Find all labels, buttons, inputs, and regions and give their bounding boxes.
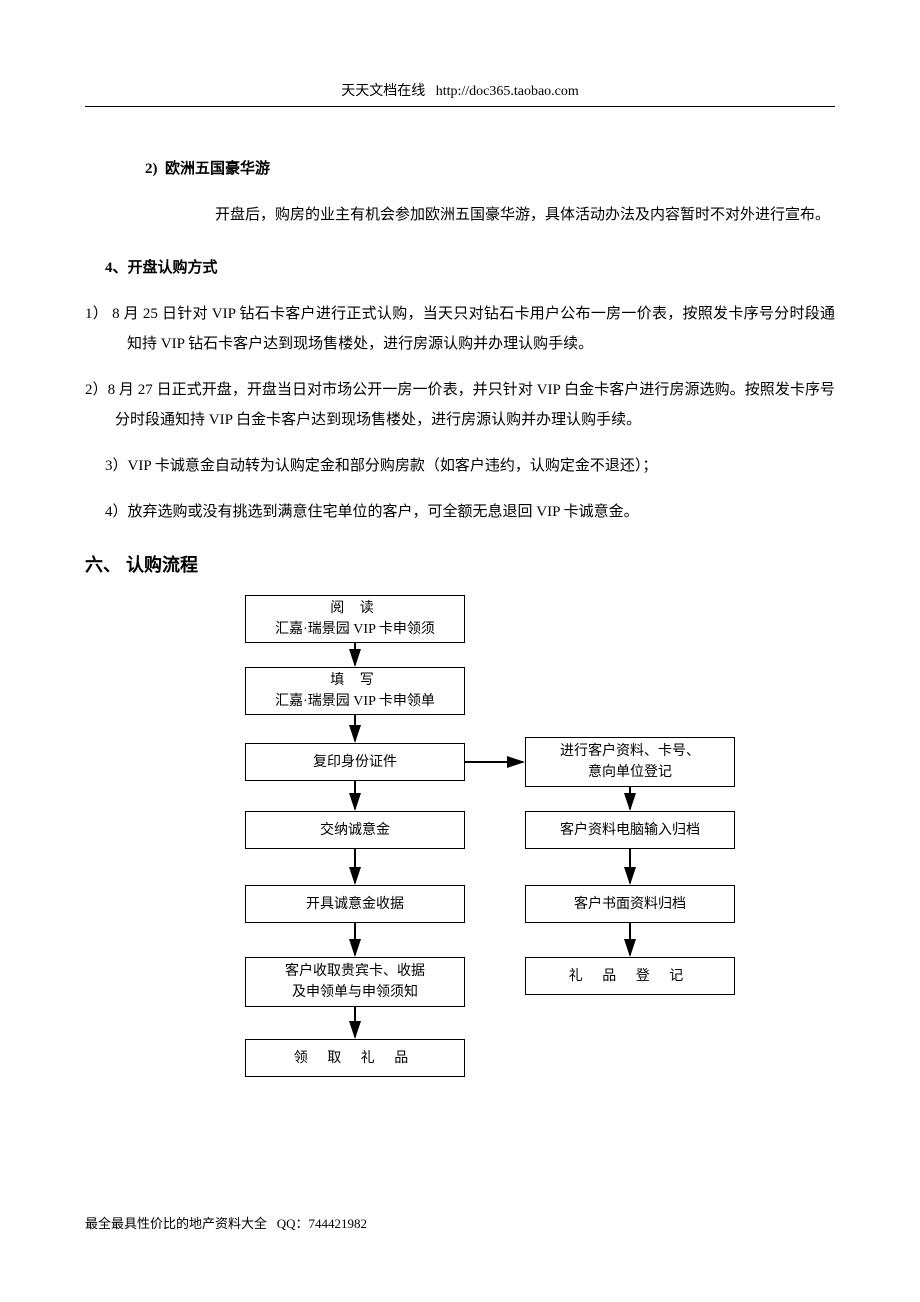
footer-text: 最全最具性价比的地产资料大全 xyxy=(85,1216,267,1231)
flowchart: 阅 读 汇嘉·瑞景园 VIP 卡申领须 填 写 汇嘉·瑞景园 VIP 卡申领单 … xyxy=(205,595,765,1135)
section-6-heading: 六、 认购流程 xyxy=(85,551,835,577)
header-site-name: 天天文档在线 xyxy=(341,84,425,99)
section-2-title: 欧洲五国豪华游 xyxy=(165,161,270,177)
list-item-3: 3）VIP 卡诚意金自动转为认购定金和部分购房款（如客户违约，认购定金不退还）； xyxy=(105,451,835,481)
footer-qq-label: QQ： xyxy=(277,1216,309,1231)
header-site-url: http://doc365.taobao.com xyxy=(436,84,579,99)
page-footer: 最全最具性价比的地产资料大全 QQ：744421982 xyxy=(85,1213,367,1232)
section-2-num: 2) xyxy=(145,161,158,177)
list-item-4: 4）放弃选购或没有挑选到满意住宅单位的客户，可全额无息退回 VIP 卡诚意金。 xyxy=(105,497,835,527)
page-header: 天天文档在线 http://doc365.taobao.com xyxy=(85,80,835,100)
list-item-2: 2）8 月 27 日正式开盘，开盘当日对市场公开一房一价表，并只针对 VIP 白… xyxy=(85,375,835,435)
section-2-body: 开盘后，购房的业主有机会参加欧洲五国豪华游，具体活动办法及内容暂时不对外进行宣布… xyxy=(185,200,835,230)
section-4-heading: 4、开盘认购方式 xyxy=(105,256,835,277)
section-2-heading: 2) 欧洲五国豪华游 xyxy=(145,157,835,178)
flow-arrows xyxy=(205,595,765,1135)
header-rule xyxy=(85,106,835,107)
list-item-1: 1） 8 月 25 日针对 VIP 钻石卡客户进行正式认购，当天只对钻石卡用户公… xyxy=(85,299,835,359)
footer-qq: 744421982 xyxy=(309,1216,368,1231)
